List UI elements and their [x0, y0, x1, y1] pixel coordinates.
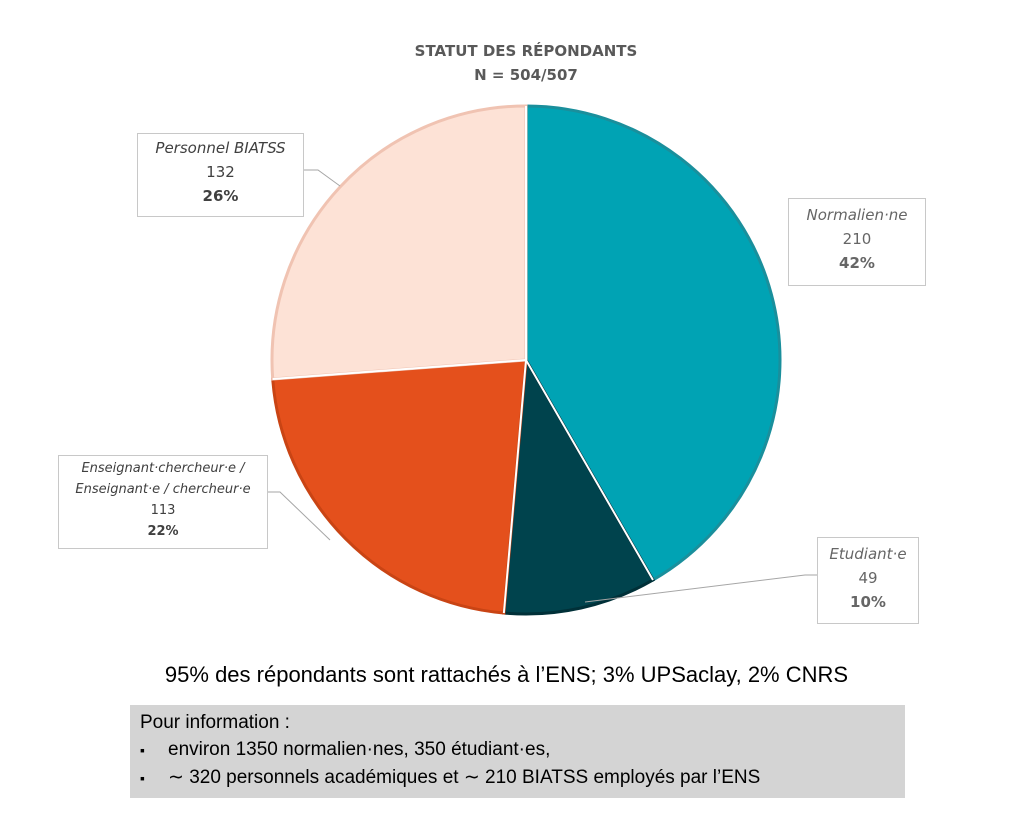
info-item: ∼ 320 personnels académiques et ∼ 210 BI…	[140, 764, 895, 792]
slice-label: Normalien·ne	[806, 206, 908, 224]
pie-slice-1	[502, 355, 656, 616]
chart-title: STATUT DES RÉPONDANTS	[415, 41, 638, 60]
pie-slice-2	[271, 358, 528, 615]
slice-value: 49	[858, 569, 878, 587]
label-etudiant: Etudiant·e 49 10%	[817, 537, 919, 624]
label-biatss: Personnel BIATSS 132 26%	[137, 133, 304, 217]
slice-percent: 22%	[147, 524, 179, 539]
pie-slice-0	[524, 104, 782, 583]
chart-subtitle: N = 504/507	[474, 66, 578, 84]
slice-separator	[272, 359, 527, 380]
info-heading: Pour information :	[140, 712, 290, 733]
slice-value: 132	[206, 163, 235, 181]
slice-label: Etudiant·e	[829, 545, 907, 563]
pie-slice-3	[270, 104, 528, 381]
slice-separator	[525, 359, 654, 581]
leader-lines	[267, 169, 817, 603]
slice-separator	[502, 359, 527, 614]
info-item: environ 1350 normalien·nes, 350 étudiant…	[140, 736, 895, 764]
info-box: Pour information : environ 1350 normalie…	[130, 705, 905, 798]
pie-chart: STATUT DES RÉPONDANTS N = 504/507	[267, 41, 817, 616]
label-enseignant: Enseignant·chercheur·e / Enseignant·e / …	[58, 455, 268, 549]
slice-value: 210	[842, 230, 872, 248]
slice-percent: 42%	[839, 254, 875, 272]
slice-percent: 10%	[850, 593, 886, 611]
label-normalien: Normalien·ne 210 42%	[788, 198, 926, 286]
slice-label: Personnel BIATSS	[155, 139, 286, 157]
summary-text: 95% des répondants sont rattachés à l’EN…	[164, 662, 849, 687]
slice-label: Enseignant·chercheur·e / Enseignant·e / …	[75, 461, 251, 497]
slice-percent: 26%	[202, 187, 239, 205]
slice-value: 113	[150, 503, 176, 518]
